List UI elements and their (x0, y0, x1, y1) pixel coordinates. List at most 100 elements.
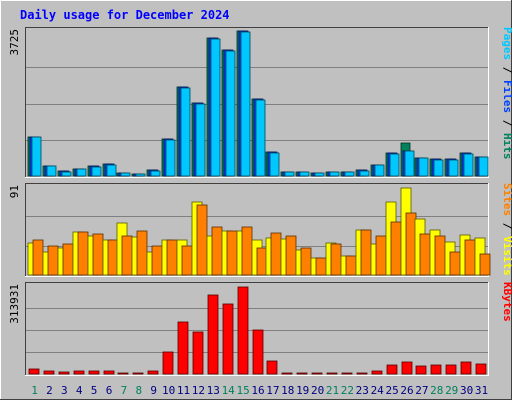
x-label-day-1: 1 (31, 384, 38, 397)
bar-sites-day-20 (315, 257, 327, 276)
bar-pages-day-22 (344, 171, 355, 177)
chart-panels: 3725 Pages / Files / Hits 91 Sites / Visits… (8, 27, 512, 376)
bar-kbytes-day-15 (237, 286, 249, 375)
bar-pages-day-17 (269, 152, 280, 177)
x-label-day-15: 15 (236, 384, 249, 397)
bar-sites-day-28 (434, 235, 446, 276)
bar-kbytes-day-13 (207, 294, 219, 375)
bar-kbytes-day-1 (28, 368, 40, 375)
bar-kbytes-day-19 (296, 372, 308, 375)
bar-kbytes-day-8 (132, 372, 144, 375)
x-label-day-16: 16 (251, 384, 264, 397)
legend-item-kbytes: KBytes (501, 282, 512, 322)
chart-title: Daily usage for December 2024 (20, 8, 230, 22)
bar-kbytes-day-11 (177, 321, 189, 375)
x-label-day-9: 9 (150, 384, 157, 397)
bar-pages-day-28 (433, 159, 444, 177)
x-label-day-19: 19 (296, 384, 309, 397)
bar-pages-day-20 (314, 172, 325, 177)
bar-kbytes-day-17 (266, 360, 278, 375)
bar-pages-day-18 (284, 171, 295, 177)
bar-sites-day-3 (62, 243, 74, 276)
bar-sites-day-23 (360, 229, 372, 276)
x-label-day-31: 31 (475, 384, 488, 397)
bar-sites-day-15 (241, 226, 253, 276)
x-label-day-6: 6 (106, 384, 113, 397)
bar-sites-day-24 (375, 235, 387, 276)
x-label-day-2: 2 (46, 384, 53, 397)
x-label-day-7: 7 (121, 384, 128, 397)
bar-kbytes-day-2 (43, 370, 55, 375)
x-label-day-29: 29 (445, 384, 458, 397)
legend-item-hits: Hits (501, 133, 512, 160)
x-label-day-28: 28 (430, 384, 443, 397)
legend-item-sites: Sites (501, 183, 512, 216)
bar-sites-day-21 (330, 243, 342, 276)
bar-kbytes-day-23 (356, 372, 368, 375)
bar-sites-day-29 (449, 251, 461, 276)
bar-pages-day-3 (61, 171, 72, 177)
x-label-day-26: 26 (400, 384, 413, 397)
bar-sites-day-16 (256, 247, 268, 276)
bar-kbytes-day-20 (311, 372, 323, 375)
bar-pages-day-12 (195, 103, 206, 177)
x-label-day-22: 22 (341, 384, 354, 397)
bar-kbytes-day-26 (401, 361, 413, 375)
bar-pages-day-24 (374, 164, 385, 177)
x-label-day-11: 11 (177, 384, 190, 397)
bar-kbytes-day-27 (415, 365, 427, 375)
bar-sites-day-25 (390, 221, 402, 276)
bar-pages-day-10 (165, 139, 176, 177)
bar-pages-day-26 (404, 150, 415, 177)
bar-sites-day-11 (181, 245, 193, 276)
bar-kbytes-day-12 (192, 331, 204, 375)
bar-kbytes-day-21 (326, 372, 338, 375)
x-label-day-8: 8 (135, 384, 142, 397)
bar-sites-day-10 (166, 239, 178, 276)
bar-sites-day-26 (405, 212, 417, 276)
bar-sites-day-17 (270, 232, 282, 276)
bar-pages-day-19 (299, 171, 310, 177)
bar-pages-day-13 (210, 38, 221, 177)
bar-kbytes-day-18 (281, 372, 293, 375)
x-label-day-27: 27 (415, 384, 428, 397)
bar-pages-day-4 (76, 168, 87, 177)
x-label-day-30: 30 (460, 384, 473, 397)
bar-pages-day-30 (463, 153, 474, 177)
bar-kbytes-day-30 (460, 361, 472, 375)
legend-separator: / (501, 216, 512, 236)
bar-sites-day-13 (211, 226, 223, 276)
bar-sites-day-18 (285, 235, 297, 276)
bar-pages-day-6 (106, 164, 117, 177)
x-label-day-25: 25 (385, 384, 398, 397)
bar-sites-day-22 (345, 255, 357, 276)
x-axis-day-labels: 1 2 3 4 5 6 7 8 9 10 11 12 13 14 15 16 17 18 19 20 21 22 23 24 2… (31, 384, 488, 397)
legend-separator: / (501, 60, 512, 80)
x-label-day-3: 3 (61, 384, 68, 397)
bar-kbytes-day-4 (73, 370, 85, 375)
bar-kbytes-day-25 (386, 364, 398, 375)
legend-kbytes: KBytes (501, 282, 512, 322)
panel-kbytes: 313931 KBytes (8, 282, 512, 376)
bar-pages-day-2 (46, 165, 57, 177)
bar-pages-day-25 (389, 153, 400, 177)
y-axis-max-label: 91 (8, 185, 21, 198)
bar-sites-day-30 (464, 239, 476, 276)
bar-pages-day-27 (418, 157, 429, 177)
y-axis-max-label: 313931 (8, 284, 21, 324)
legend-item-pages: Pages (501, 27, 512, 60)
x-label-day-12: 12 (192, 384, 205, 397)
bar-sites-day-27 (419, 233, 431, 276)
legend-item-visits: Visits (501, 236, 512, 276)
x-label-day-18: 18 (281, 384, 294, 397)
bar-pages-day-5 (91, 166, 102, 177)
bar-kbytes-day-3 (58, 371, 70, 375)
bar-kbytes-day-10 (162, 351, 174, 375)
legend-item-files: Files (501, 80, 512, 113)
bar-pages-day-29 (448, 159, 459, 177)
legend-separator: / (501, 113, 512, 133)
bar-kbytes-day-6 (103, 370, 115, 375)
x-label-day-14: 14 (222, 384, 236, 397)
bar-pages-day-15 (240, 31, 251, 177)
